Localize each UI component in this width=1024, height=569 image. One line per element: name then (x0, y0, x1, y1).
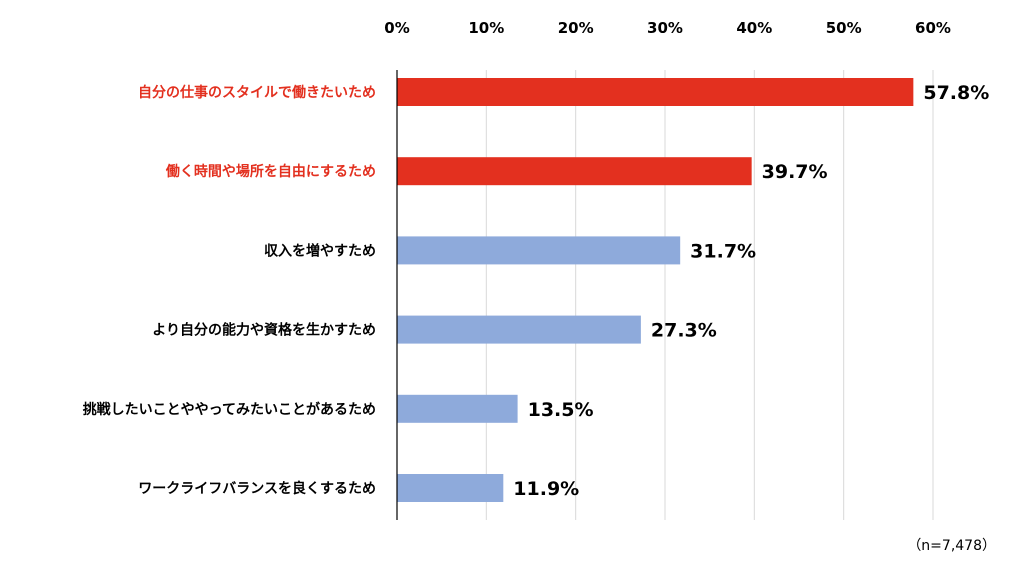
x-tick-label: 0% (384, 19, 409, 37)
category-label: より自分の能力や資格を生かすため (152, 322, 376, 339)
bar (397, 157, 752, 186)
value-labels: 57.8% 39.7% 31.7% 27.3% 13.5% 11.9% (513, 82, 989, 500)
category-label: 収入を増やすため (264, 242, 376, 259)
bar (397, 394, 518, 423)
x-axis-ticks: 0% 10% 20% 30% 40% 50% 60% (384, 19, 951, 37)
value-label: 11.9% (513, 478, 579, 500)
category-label: 挑戦したいことややってみたいことがあるため (83, 401, 376, 418)
category-label: 働く時間や場所を自由にするため (165, 163, 376, 180)
x-tick-label: 10% (468, 19, 504, 37)
x-tick-label: 40% (736, 19, 772, 37)
bar (397, 236, 681, 265)
x-tick-label: 50% (826, 19, 862, 37)
category-labels: 自分の仕事のスタイルで働きたいため働く時間や場所を自由にするため収入を増やすため… (83, 84, 376, 497)
value-label: 31.7% (690, 240, 756, 262)
x-tick-label: 60% (915, 19, 951, 37)
grid-lines (485, 70, 934, 520)
x-tick-label: 20% (558, 19, 594, 37)
value-label: 27.3% (651, 320, 717, 342)
value-label: 57.8% (923, 82, 989, 104)
bar (397, 474, 504, 502)
category-label: ワークライフバランスを良くするため (138, 480, 376, 497)
bar (397, 315, 641, 344)
category-label: 自分の仕事のスタイルで働きたいため (138, 84, 376, 101)
value-label: 39.7% (762, 161, 828, 183)
bars (397, 78, 914, 502)
bar (397, 78, 914, 106)
sample-size-note: （n=7,478） (907, 538, 996, 554)
value-label: 13.5% (528, 399, 594, 421)
x-tick-label: 30% (647, 19, 683, 37)
